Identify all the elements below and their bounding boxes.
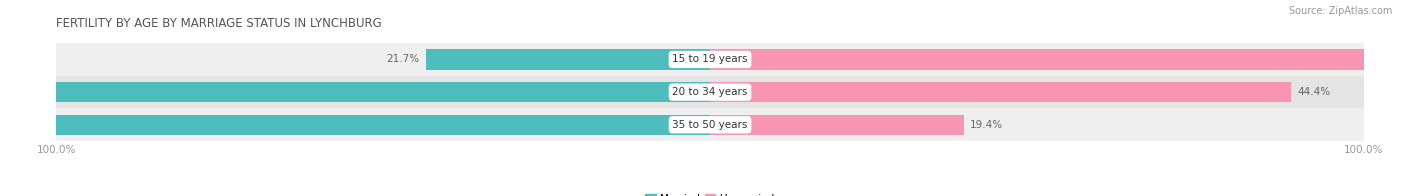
Bar	[710, 115, 963, 135]
Bar	[426, 49, 710, 70]
Text: 15 to 19 years: 15 to 19 years	[672, 54, 748, 64]
Text: 21.7%: 21.7%	[387, 54, 420, 64]
Bar	[710, 49, 1406, 70]
Text: 55.6%: 55.6%	[0, 87, 25, 97]
Text: 19.4%: 19.4%	[970, 120, 1004, 130]
Text: 20 to 34 years: 20 to 34 years	[672, 87, 748, 97]
Bar	[710, 82, 1291, 102]
Bar	[56, 76, 1364, 108]
Legend: Married, Unmarried: Married, Unmarried	[643, 192, 778, 196]
Text: 35 to 50 years: 35 to 50 years	[672, 120, 748, 130]
Bar	[0, 115, 710, 135]
Text: Source: ZipAtlas.com: Source: ZipAtlas.com	[1288, 6, 1392, 16]
Text: 44.4%: 44.4%	[1298, 87, 1330, 97]
Bar	[56, 43, 1364, 76]
Text: FERTILITY BY AGE BY MARRIAGE STATUS IN LYNCHBURG: FERTILITY BY AGE BY MARRIAGE STATUS IN L…	[56, 17, 382, 30]
Bar	[56, 108, 1364, 141]
Bar	[0, 82, 710, 102]
